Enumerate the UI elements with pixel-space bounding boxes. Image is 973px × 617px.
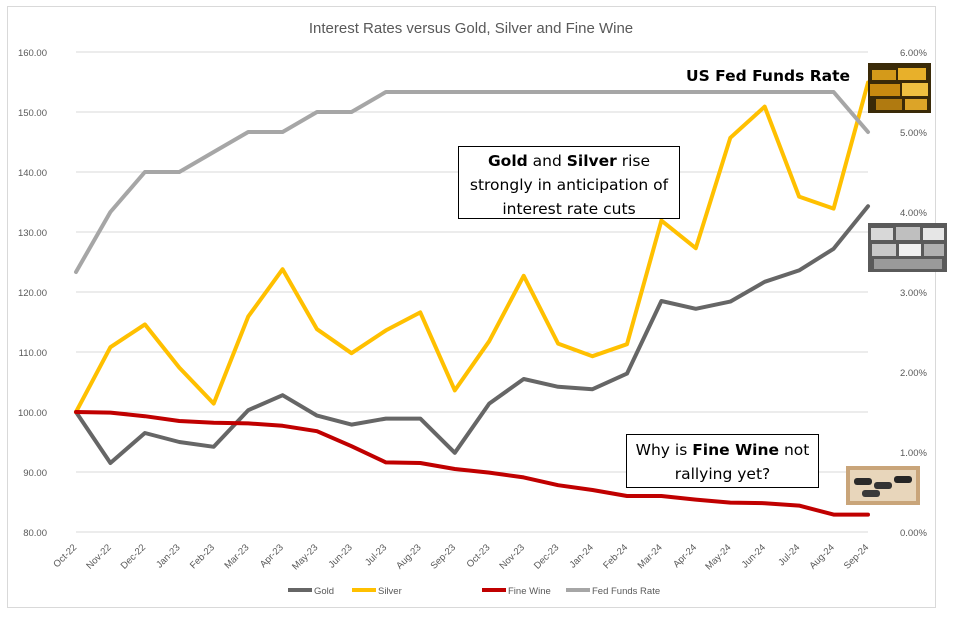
chart-title: Interest Rates versus Gold, Silver and F… — [309, 20, 633, 37]
fed-funds-rate-line — [74, 90, 870, 274]
right-axis-tick-label: 0.00% — [900, 528, 927, 539]
fine-wine-line — [74, 410, 870, 517]
left-axis-tick-label: 90.00 — [23, 468, 47, 479]
right-axis-tick-label: 3.00% — [900, 288, 927, 299]
wine-pre: Why is — [635, 441, 693, 459]
fed-funds-label: US Fed Funds Rate — [686, 67, 851, 85]
right-axis-tick-label: 5.00% — [900, 128, 927, 139]
callout-and: and — [527, 152, 567, 170]
callout-line-3: interest rate cuts — [502, 200, 636, 218]
wine-callout-line-1: Why is Fine Wine not — [627, 438, 818, 462]
silver-bars-photo — [868, 223, 947, 272]
legend: Gold Silver Fine Wine Fed Funds Rate — [288, 586, 660, 597]
gold-bars-photo — [868, 63, 931, 113]
gold-line — [74, 204, 870, 465]
callout-line-1: Gold and Silver rise — [459, 149, 679, 173]
wine-case-photo — [846, 466, 920, 505]
left-axis-tick-label: 100.00 — [18, 408, 47, 419]
left-axis-ticks: 80.00 90.00 100.00 110.00 120.00 130.00 140.00… — [18, 48, 47, 539]
left-axis-tick-label: 160.00 — [18, 48, 47, 59]
right-axis-ticks: 0.00% 1.00% 2.00% 3.00% 4.00% 5.00% 6.00% — [900, 48, 927, 539]
left-axis-tick-label: 140.00 — [18, 168, 47, 179]
left-axis-tick-label: 80.00 — [23, 528, 47, 539]
left-axis-tick-label: 150.00 — [18, 108, 47, 119]
right-axis-tick-label: 4.00% — [900, 208, 927, 219]
fine-wine-legend-label: Fine Wine — [508, 586, 551, 597]
wine-callout-line-2: rallying yet? — [674, 465, 771, 483]
series-lines — [74, 80, 870, 517]
chart-border — [7, 6, 936, 608]
left-axis-tick-label: 130.00 — [18, 228, 47, 239]
right-axis-tick-label: 2.00% — [900, 368, 927, 379]
callout-gold-word: Gold — [487, 152, 528, 170]
left-axis-tick-label: 120.00 — [18, 288, 47, 299]
wine-callout: Why is Fine Wine not rallying yet? — [626, 434, 819, 488]
fed-funds-rate-legend-label: Fed Funds Rate — [592, 586, 660, 597]
right-axis-tick-label: 1.00% — [900, 448, 927, 459]
callout-line-2: strongly in anticipation of — [469, 176, 669, 194]
callout-silver-word: Silver — [566, 152, 617, 170]
wine-bold: Fine Wine — [692, 441, 780, 459]
callout-rise: rise — [616, 152, 651, 170]
left-axis-tick-label: 110.00 — [19, 348, 47, 359]
right-axis-tick-label: 6.00% — [900, 48, 927, 59]
wine-post: not — [779, 441, 810, 459]
gold-legend-label: Gold — [314, 586, 334, 597]
silver-legend-label: Silver — [378, 586, 402, 597]
silver-line — [74, 80, 870, 414]
gridlines — [76, 51, 868, 533]
gold-silver-callout: Gold and Silver rise strongly in anticip… — [458, 146, 680, 219]
